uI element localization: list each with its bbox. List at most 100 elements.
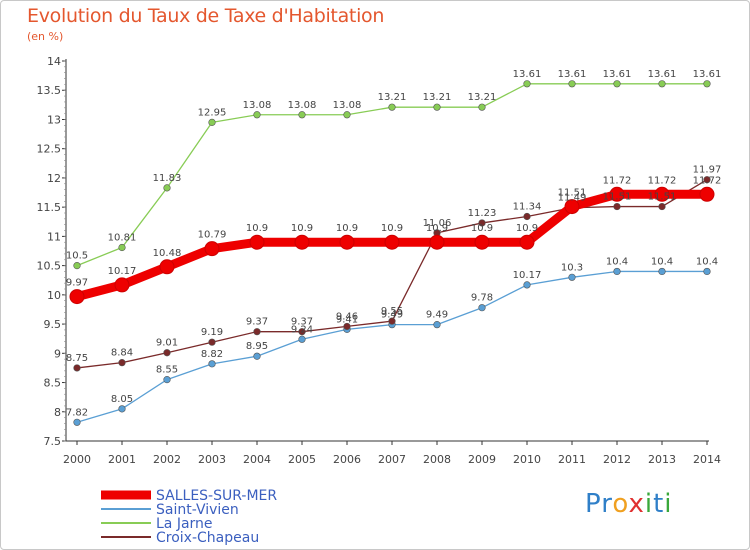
y-tick-label: 9	[54, 347, 61, 360]
logo-letter: o	[612, 489, 629, 519]
data-point	[339, 234, 355, 250]
data-label: 10.17	[513, 270, 542, 281]
data-point	[343, 111, 351, 119]
legend-label: Croix-Chapeau	[156, 530, 259, 546]
y-tick-label: 12	[47, 172, 61, 185]
data-label: 11.51	[648, 192, 677, 203]
data-label: 10.4	[606, 256, 628, 267]
data-label: 11.97	[693, 165, 722, 176]
data-label: 10.9	[426, 223, 448, 234]
data-point	[249, 234, 265, 250]
x-tick-label: 2005	[288, 453, 316, 466]
data-label: 11.06	[423, 218, 452, 229]
data-point	[474, 234, 490, 250]
data-label: 13.08	[288, 100, 317, 111]
data-point	[568, 80, 576, 88]
data-point	[73, 364, 81, 372]
x-tick-label: 2002	[153, 453, 181, 466]
data-label: 8.75	[66, 353, 88, 364]
data-point	[658, 267, 666, 276]
data-label: 10.48	[153, 248, 182, 259]
data-label: 13.21	[423, 92, 452, 103]
logo-letter: r	[601, 489, 613, 519]
data-point	[208, 118, 216, 126]
data-point	[523, 281, 531, 289]
data-point	[523, 212, 531, 221]
data-label: 13.61	[558, 69, 587, 80]
y-tick-label: 12.5	[37, 143, 62, 156]
data-label: 10.9	[336, 223, 358, 234]
y-tick-label: 11.5	[37, 201, 62, 214]
data-point	[298, 335, 306, 343]
x-tick-label: 2013	[648, 453, 676, 466]
data-point	[343, 322, 351, 331]
legend-label: Saint-Vivien	[156, 502, 239, 518]
data-label: 11.83	[153, 173, 182, 184]
data-point	[114, 277, 130, 293]
data-point	[163, 349, 171, 357]
y-tick-label: 8.5	[44, 377, 62, 390]
y-tick-label: 11	[47, 230, 61, 243]
chart-subtitle: (en %)	[27, 30, 64, 43]
data-point	[73, 262, 81, 270]
data-label: 13.08	[243, 100, 272, 111]
data-point	[429, 234, 445, 250]
data-label: 11.23	[468, 208, 497, 219]
logo-letter: i	[664, 489, 673, 519]
logo-letter: x	[628, 489, 645, 519]
data-point	[609, 186, 625, 202]
data-label: 11.51	[558, 188, 587, 199]
x-tick-label: 2014	[693, 453, 721, 466]
y-tick-label: 13.5	[37, 84, 62, 97]
data-point	[433, 103, 441, 111]
data-point	[613, 80, 621, 88]
data-point	[433, 321, 441, 329]
data-label: 11.34	[513, 202, 542, 213]
data-label: 9.46	[336, 311, 358, 322]
data-label: 11.72	[648, 175, 677, 186]
data-label: 9.97	[66, 278, 88, 289]
data-label: 8.05	[111, 394, 133, 405]
y-tick-label: 10.5	[37, 260, 62, 273]
data-label: 13.21	[468, 92, 497, 103]
data-label: 8.95	[246, 341, 268, 352]
chart-title: Evolution du Taux de Taxe d'Habitation	[27, 5, 385, 27]
data-label: 9.19	[201, 327, 223, 338]
x-tick-label: 2003	[198, 453, 226, 466]
x-tick-label: 2012	[603, 453, 631, 466]
data-label: 8.82	[201, 349, 223, 360]
data-label: 10.17	[108, 266, 137, 277]
data-label: 11.49	[558, 193, 587, 204]
data-point	[384, 234, 400, 250]
data-point	[253, 111, 261, 119]
data-point	[613, 202, 621, 211]
x-tick-label: 2010	[513, 453, 541, 466]
data-label: 10.9	[516, 223, 538, 234]
data-point	[478, 219, 486, 227]
data-label: 10.9	[381, 223, 403, 234]
data-label: 11.51	[603, 192, 632, 203]
data-label: 13.08	[333, 100, 362, 111]
logo-letter: t	[653, 489, 665, 519]
y-tick-label: 10	[47, 289, 61, 302]
data-label: 11.72	[693, 175, 722, 186]
data-point	[159, 259, 175, 275]
data-point	[163, 376, 171, 384]
x-tick-label: 2007	[378, 453, 406, 466]
data-label: 9.24	[291, 324, 313, 335]
data-label: 13.61	[648, 69, 677, 80]
x-tick-label: 2006	[333, 453, 361, 466]
data-point	[208, 360, 216, 368]
data-point	[478, 304, 486, 312]
data-point	[703, 176, 711, 184]
data-point	[253, 328, 261, 336]
legend-label: La Jarne	[156, 516, 213, 532]
data-label: 13.61	[693, 69, 722, 80]
data-label: 11.72	[603, 175, 632, 186]
data-label: 13.21	[378, 92, 407, 103]
data-label: 10.4	[696, 256, 718, 267]
data-point	[118, 359, 126, 367]
data-label: 10.4	[651, 256, 673, 267]
x-tick-label: 2001	[108, 453, 136, 466]
